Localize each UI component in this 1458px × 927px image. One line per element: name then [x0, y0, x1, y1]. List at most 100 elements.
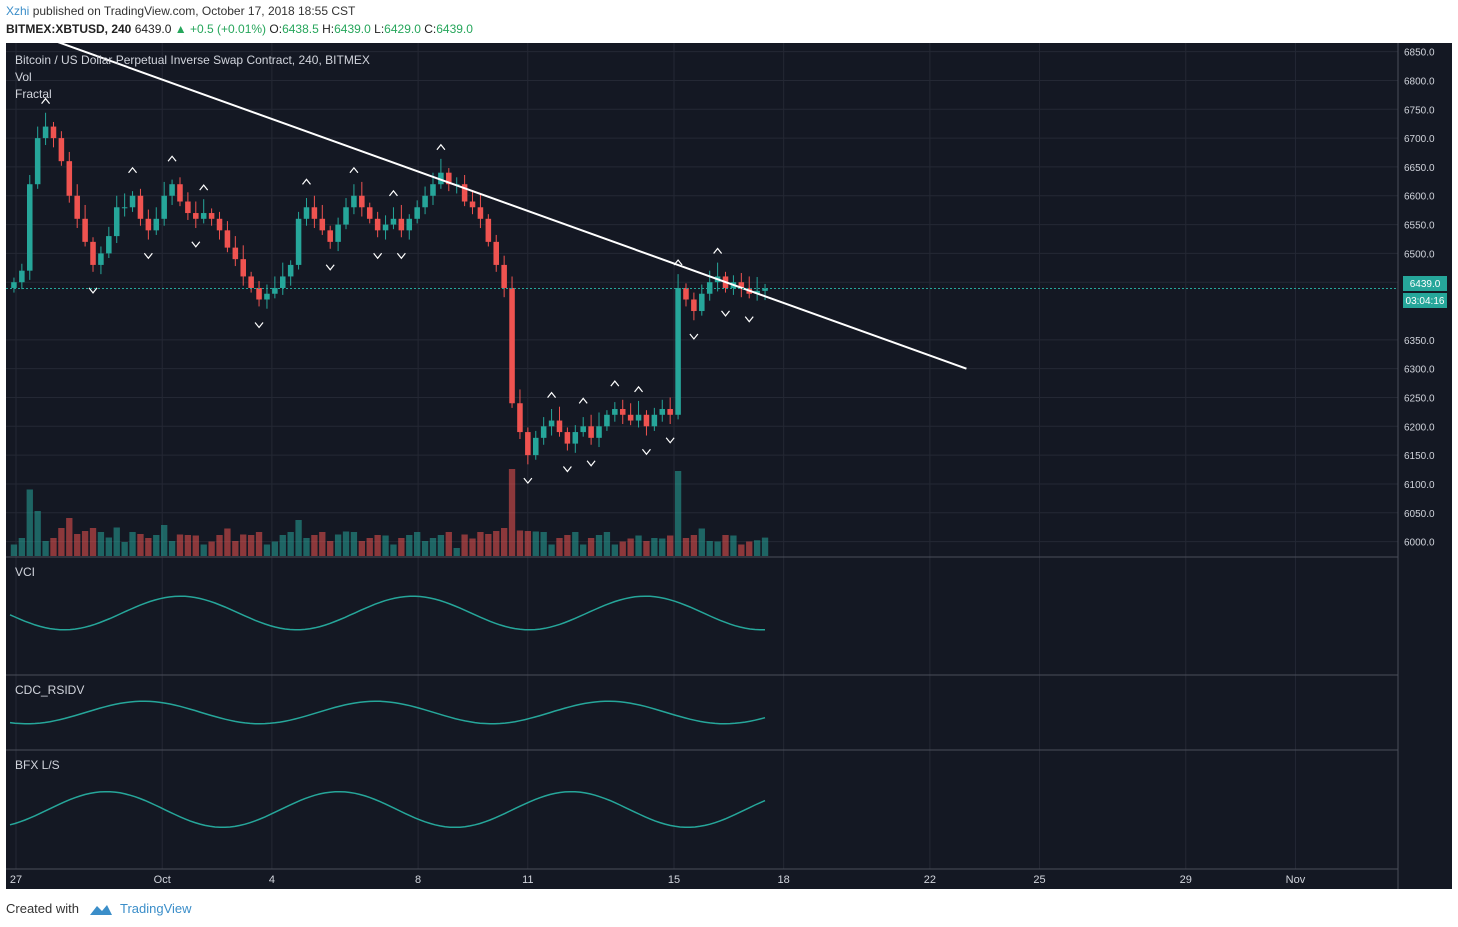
candle-body	[635, 414, 642, 421]
fractal-down-marker	[88, 287, 98, 294]
candle-body	[343, 207, 349, 225]
candle-body	[532, 437, 539, 456]
candle-body	[74, 195, 80, 219]
volume-bar	[730, 535, 737, 556]
fractal-up-marker	[199, 184, 209, 191]
volume-bar	[516, 530, 524, 556]
candle-body	[398, 218, 405, 231]
volume-bar	[485, 534, 492, 556]
price-tick-label: 6700.0	[1404, 134, 1435, 145]
ohlc-bar: BITMEX:XBTUSD, 240 6439.0 ▲ +0.5 (+0.01%…	[6, 22, 473, 36]
volume-bar	[129, 532, 136, 556]
fractal-label: Fractal	[15, 87, 52, 101]
candlesticks	[11, 112, 768, 465]
candle-body	[129, 195, 136, 208]
candle-body	[612, 409, 618, 415]
panel-series-line	[9, 700, 766, 725]
candle-body	[19, 270, 25, 283]
volume-bar	[746, 541, 753, 556]
time-tick-label: Oct	[154, 874, 171, 886]
tradingview-logo-icon	[89, 904, 112, 915]
volume-bar	[659, 538, 666, 556]
vol-label: Vol	[15, 70, 32, 84]
candle-body	[311, 207, 318, 219]
candle-body	[406, 218, 413, 231]
candle-body	[264, 293, 270, 300]
volume-bar	[540, 532, 547, 556]
volume-bar	[761, 537, 769, 556]
candle-body	[762, 288, 768, 291]
price-axis[interactable]: 6850.0 6800.0 6750.0 6700.0 6650.0 6600.0 6550…	[1397, 43, 1452, 889]
volume-bar	[81, 531, 89, 556]
fractal-up-marker	[610, 380, 620, 387]
candle-body	[272, 287, 278, 294]
last-price: 6439.0	[134, 22, 172, 36]
candle-body	[588, 426, 594, 438]
open-label: O:	[269, 22, 283, 36]
price-tick-label: 6850.0	[1404, 48, 1435, 59]
candle-body	[66, 161, 73, 196]
volume-bar	[580, 544, 587, 556]
volume-bar	[153, 535, 160, 556]
volume-bar	[192, 535, 199, 556]
fractal-up-marker	[302, 178, 311, 185]
last-price-tag	[1403, 276, 1447, 291]
chart-area[interactable]: VCI5002500-250CDC_RSIDV75.000050.000025.…	[6, 39, 1452, 889]
candle-body	[335, 224, 341, 242]
candle-body	[58, 138, 65, 162]
candle-body	[619, 409, 626, 415]
volume-bar	[429, 538, 437, 556]
volume-bar	[137, 534, 144, 556]
volume-bar	[208, 541, 215, 556]
volume-bar	[706, 541, 713, 556]
candle-body	[422, 195, 428, 208]
candle-body	[683, 287, 689, 300]
time-tick-label: 29	[1180, 874, 1192, 886]
time-axis[interactable]: 27 Oct 4 8 11 15 18 22 25 29 Nov	[6, 868, 1398, 886]
candle-body	[596, 426, 602, 438]
author-link[interactable]: Xzhi	[6, 4, 30, 18]
candle-body	[248, 276, 254, 288]
candle-body	[540, 426, 547, 438]
volume-bar	[753, 540, 761, 556]
volume-bar	[406, 535, 413, 556]
candle-body	[121, 207, 128, 209]
candle-body	[90, 241, 96, 265]
candle-body	[256, 287, 262, 300]
volume-bar	[556, 538, 563, 556]
volume-bar	[18, 538, 26, 556]
candle-body	[11, 282, 17, 288]
price-tick-label: 6650.0	[1404, 163, 1435, 174]
volume-bar	[58, 528, 65, 556]
candle-body	[287, 264, 294, 277]
candle-body	[177, 184, 183, 202]
volume-bar	[500, 528, 508, 556]
volume-bar	[42, 541, 49, 556]
panel-series-line	[9, 595, 766, 631]
volume-bar	[50, 538, 57, 556]
candle-body	[303, 207, 310, 219]
fractal-down-marker	[191, 241, 201, 248]
panel-series-line	[9, 790, 766, 829]
volume-bar	[414, 532, 421, 556]
candle-body	[691, 299, 697, 312]
price-tick-label: 6300.0	[1404, 365, 1435, 376]
volume-bar	[34, 511, 41, 556]
volume-bar	[674, 471, 682, 556]
volume-bar	[358, 541, 365, 556]
price-tick-label: 6100.0	[1404, 480, 1435, 491]
fractal-markers	[41, 97, 754, 485]
volume-bar	[232, 541, 239, 556]
volume-bar	[168, 541, 176, 556]
trendline[interactable]	[52, 39, 967, 370]
price-tick-label: 6350.0	[1404, 336, 1435, 347]
volume-bar	[524, 531, 532, 556]
volume-bar	[619, 541, 626, 556]
tradingview-link[interactable]: TradingView	[120, 901, 192, 916]
chart-svg[interactable]: VCI5002500-250CDC_RSIDV75.000050.000025.…	[6, 39, 1452, 889]
fractal-down-marker	[325, 264, 335, 271]
publish-text: published on TradingView.com, October 17…	[32, 4, 356, 18]
fractal-up-marker	[713, 247, 723, 254]
change-value: +0.5 (+0.01%)	[189, 22, 267, 36]
fractal-down-marker	[721, 310, 730, 317]
